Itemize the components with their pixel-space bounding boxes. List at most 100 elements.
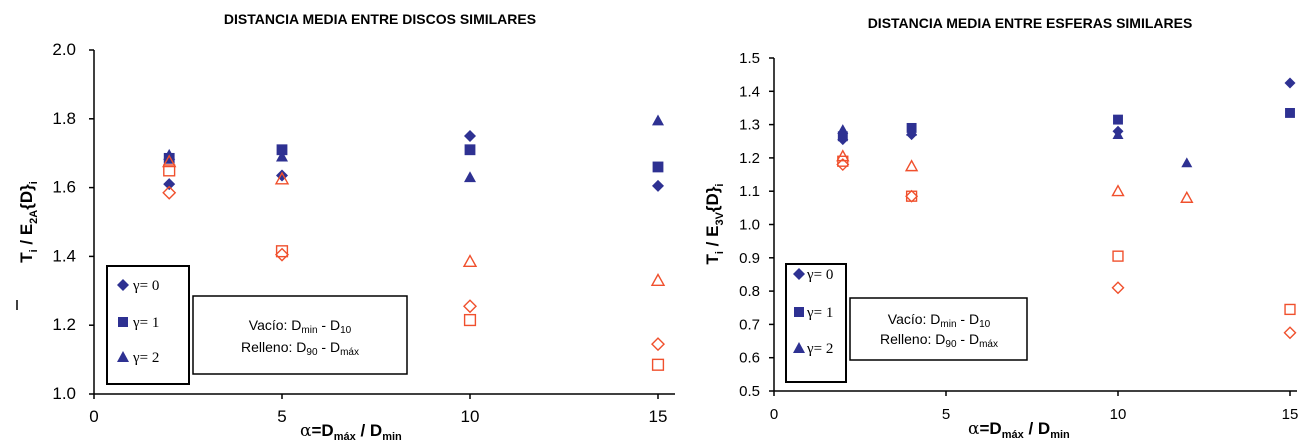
x-tick-label: 10	[1110, 406, 1127, 423]
note-sub: 90	[306, 347, 318, 358]
y-tick-label: 0.6	[739, 350, 760, 367]
xlabel-sub2: min	[1050, 429, 1070, 441]
ylabel-base-sub: i	[714, 251, 726, 254]
chart-discos: DISTANCIA MEDIA ENTRE DISCOS SIMILARES 1…	[16, 11, 675, 442]
legend-label: γ= 0	[806, 267, 833, 283]
note-line-2: Relleno: D90 - Dmáx	[241, 339, 359, 358]
note-text: - D	[957, 311, 980, 327]
chart-title: DISTANCIA MEDIA ENTRE DISCOS SIMILARES	[224, 11, 536, 27]
filled-triangle-marker	[1181, 157, 1193, 168]
y-tick-label: 1.8	[52, 109, 76, 128]
ylabel-mid-sub: 3V	[714, 211, 726, 225]
x-tick-label: 15	[649, 407, 668, 426]
note-line-1: Vacío: Dmin - D10	[249, 317, 352, 336]
y-tick-label: 0.8	[739, 283, 760, 300]
filled-triangle-marker	[163, 148, 176, 160]
note-sub: 10	[979, 319, 991, 330]
open-diamond-marker	[463, 299, 477, 314]
note-text: Vacío: D	[888, 311, 941, 327]
xlabel-eq: =D	[311, 421, 333, 440]
note-sub: máx	[340, 347, 359, 358]
y-tick-label: 0.9	[739, 250, 760, 267]
y-tick-label: 2.0	[52, 40, 76, 59]
legend-label: γ= 2	[806, 341, 833, 357]
open-triangle-marker	[1180, 190, 1194, 203]
legend-square-icon	[118, 317, 128, 327]
open-diamond-marker	[1283, 326, 1297, 340]
filled-triangle-marker	[837, 124, 849, 134]
filled-square-marker	[276, 144, 288, 156]
filled-square-marker	[837, 131, 848, 142]
x-axis-label: α=Dmáx / Dmin	[300, 421, 402, 442]
legend-label: γ= 1	[806, 305, 833, 321]
chart-esferas: DISTANCIA MEDIA ENTRE ESFERAS SIMILARES …	[703, 15, 1298, 441]
filled-diamond-marker	[163, 178, 176, 191]
xlabel-eq: =D	[979, 419, 1001, 438]
note-text: - D	[318, 339, 341, 355]
svg-text:Ti / E3V{D}i: Ti / E3V{D}i	[703, 183, 726, 264]
legend-item-gamma-0: γ= 0	[117, 278, 159, 294]
open-triangle-marker	[462, 254, 478, 268]
legend-label: γ= 2	[132, 350, 159, 366]
ylabel-base: T	[703, 254, 722, 265]
y-tick-label: 1.5	[739, 50, 760, 67]
y-ticks: 1.0 1.2 1.4 1.6 1.8 2.0	[52, 40, 94, 403]
y-tick-label: 1.1	[739, 183, 760, 200]
filled-triangle-marker	[906, 125, 918, 136]
x-tick-label: 0	[770, 406, 778, 423]
svg-text:Ti / E2A{D}i: Ti / E2A{D}i	[17, 181, 40, 263]
filled-triangle-marker	[652, 114, 664, 126]
open-diamond-marker	[905, 189, 919, 203]
note-text: - D	[318, 317, 341, 333]
data-points	[836, 77, 1297, 340]
xlabel-mid: / D	[356, 421, 382, 440]
y-ticks: 0.5 0.6 0.7 0.8 0.9 1.0 1.1 1.2 1.3 1.4 1.5	[739, 50, 774, 400]
open-square-marker	[651, 358, 665, 371]
note-sub: min	[940, 319, 956, 330]
note-text: Relleno: D	[241, 339, 306, 355]
open-square-marker	[463, 313, 477, 327]
note-text: Relleno: D	[880, 331, 945, 347]
xlabel-alpha: α	[300, 421, 312, 441]
filled-triangle-marker	[276, 150, 288, 162]
legend-triangle-icon	[793, 342, 805, 353]
data-points	[162, 114, 666, 371]
ylabel-tail: {D}	[17, 184, 36, 210]
legend-label: γ= 1	[132, 315, 159, 331]
filled-diamond-marker	[464, 130, 476, 142]
xlabel-sub1: máx	[334, 431, 357, 442]
ylabel-base: T	[17, 252, 36, 263]
legend-diamond-icon	[793, 268, 805, 280]
y-tick-label: 1.4	[739, 83, 760, 100]
x-tick-label: 15	[1282, 406, 1299, 423]
ylabel-mid: / E	[17, 224, 36, 250]
legend-item-gamma-2: γ= 2	[793, 341, 833, 357]
note-border	[849, 297, 1028, 361]
note-sub: máx	[979, 339, 998, 350]
y-tick-label: 1.2	[739, 150, 760, 167]
legend-box	[785, 263, 847, 383]
y-tick-label: 1.2	[52, 315, 76, 334]
legend: γ= 0 γ= 1 γ= 2	[106, 265, 190, 385]
note-box: Vacío: Dmin - D10 Relleno: D90 - Dmáx	[849, 297, 1028, 361]
x-ticks: 0 5 10 15	[89, 394, 667, 426]
open-square-marker	[1284, 303, 1296, 316]
open-triangle-marker	[162, 154, 177, 168]
filled-triangle-marker	[1112, 129, 1124, 139]
filled-triangle-marker	[464, 171, 476, 183]
filled-square-marker	[1113, 114, 1123, 125]
open-triangle-marker	[836, 149, 850, 162]
x-tick-label: 5	[942, 406, 950, 423]
y-tick-label: 1.6	[52, 178, 76, 197]
open-diamond-marker	[651, 337, 665, 352]
note-sub: min	[301, 325, 317, 336]
open-triangle-marker	[274, 171, 290, 185]
note-sub: 10	[340, 325, 352, 336]
y-axis-label: Ti / E3V{D}i	[703, 183, 726, 264]
open-square-marker	[1112, 250, 1124, 262]
legend-label: γ= 0	[132, 278, 159, 294]
y-tick-label: 1.0	[739, 217, 760, 234]
y-tick-label: 1.0	[52, 384, 76, 403]
xlabel-sub2: min	[382, 431, 402, 442]
legend-diamond-icon	[117, 279, 129, 291]
